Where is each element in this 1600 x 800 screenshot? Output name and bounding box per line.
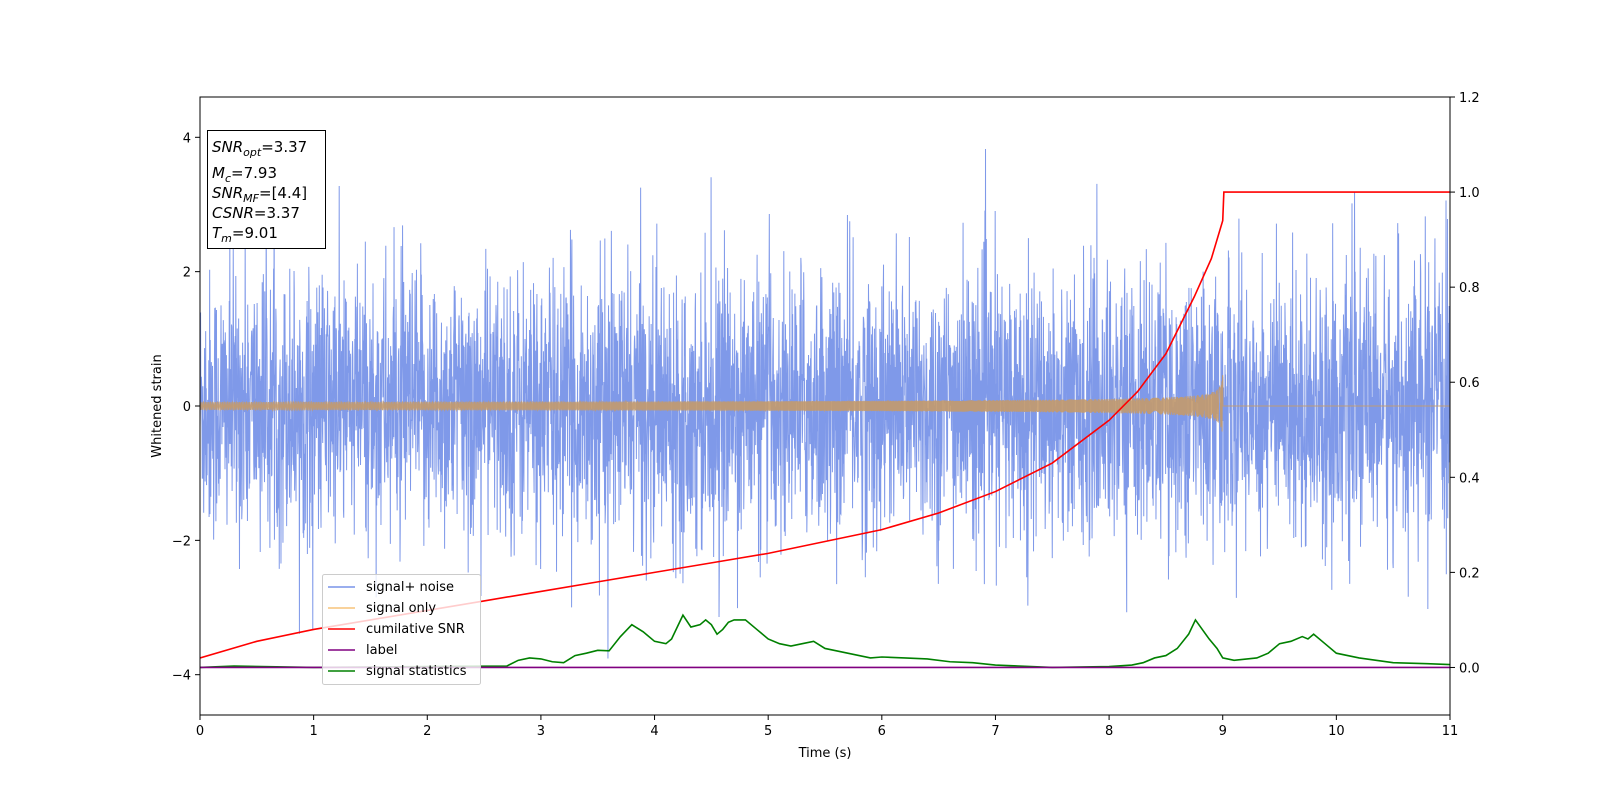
y-left-tick-label: −2 [172, 534, 191, 549]
y-right-tick-label: 1.2 [1459, 91, 1480, 106]
legend-entry-signal-plus-noise: signal+ noise [366, 580, 454, 595]
x-tick-label: 7 [991, 724, 999, 739]
y-right-tick-label: 1.0 [1459, 186, 1480, 201]
legend-entry-cumilative-snr: cumilative SNR [366, 622, 465, 637]
x-tick-label: 4 [650, 724, 658, 739]
legend-entry-label: label [366, 643, 397, 658]
series-line-signal-statistics [200, 613, 1450, 669]
x-tick-label: 6 [878, 724, 886, 739]
annotation-snr-mf: SNRMF=[4.4] [212, 184, 307, 205]
annotation-tm-sub: m [221, 232, 232, 245]
series-line-signal-only [200, 374, 1450, 432]
y-left-tick-label: 2 [183, 266, 191, 281]
y-right-tick-label: 0.2 [1459, 566, 1480, 581]
annotation-snr-opt-value: =3.37 [261, 138, 307, 156]
y-left-tick-label: 0 [183, 400, 191, 415]
series-signal-only [200, 374, 1450, 432]
annotation-snr-opt-sub: opt [243, 146, 262, 159]
y-left-tick-label: −4 [172, 669, 191, 684]
x-axis-label: Time (s) [798, 746, 852, 761]
annotation-mc-sub: c [225, 172, 231, 185]
y-left-tick-label: 4 [183, 131, 191, 146]
legend-entry-signal-statistics: signal statistics [366, 664, 467, 679]
annotation-mc-value: =7.93 [231, 164, 277, 182]
annotation-csnr-main: CSNR [212, 204, 254, 222]
y-right-tick-label: 0.4 [1459, 471, 1480, 486]
annotation-tm: Tm=9.01 [212, 224, 278, 245]
y-axis-label: Whitened strain [150, 354, 165, 457]
annotation-snr-mf-value: =[4.4] [259, 184, 307, 202]
series-line-signal-plus-noise [200, 149, 1450, 659]
annotation-tm-value: =9.01 [232, 224, 278, 242]
x-tick-label: 5 [764, 724, 772, 739]
y-right-tick-label: 0.6 [1459, 376, 1480, 391]
y-axis-right: 0.0 0.2 0.4 0.6 0.8 1.0 1.2 [1450, 91, 1480, 676]
y-axis-left: −4 −2 0 2 4 [172, 131, 200, 684]
y-right-tick-label: 0.8 [1459, 281, 1480, 296]
annotation-snr-mf-sub: MF [243, 192, 259, 205]
annotation-snr-opt: SNRopt=3.37 [212, 138, 307, 159]
x-axis: 0 1 2 3 4 5 6 7 8 9 10 11 [196, 715, 1458, 739]
x-tick-label: 1 [309, 724, 317, 739]
x-tick-label: 11 [1442, 724, 1459, 739]
series-signal-plus-noise [200, 149, 1450, 659]
x-tick-label: 8 [1105, 724, 1113, 739]
annotation-tm-main: T [212, 224, 223, 242]
annotation-box: SNRopt=3.37 Mc=7.93 SNRMF=[4.4] CSNR=3.3… [207, 130, 326, 249]
annotation-snr-opt-main: SNR [212, 138, 243, 156]
annotation-snr-mf-main: SNR [212, 184, 243, 202]
annotation-mc: Mc=7.93 [212, 164, 277, 185]
x-tick-label: 9 [1219, 724, 1227, 739]
x-tick-label: 2 [423, 724, 431, 739]
legend: signal+ noise signal only cumilative SNR… [322, 574, 481, 685]
annotation-csnr-value: =3.37 [254, 204, 300, 222]
annotation-mc-main: M [212, 164, 225, 182]
legend-frame [322, 574, 481, 685]
legend-entry-signal-only: signal only [366, 601, 436, 616]
x-tick-label: 10 [1328, 724, 1345, 739]
annotation-frame [207, 130, 326, 249]
x-tick-label: 0 [196, 724, 204, 739]
y-right-tick-label: 0.0 [1459, 661, 1480, 676]
x-tick-label: 3 [537, 724, 545, 739]
annotation-csnr: CSNR=3.37 [212, 204, 300, 222]
